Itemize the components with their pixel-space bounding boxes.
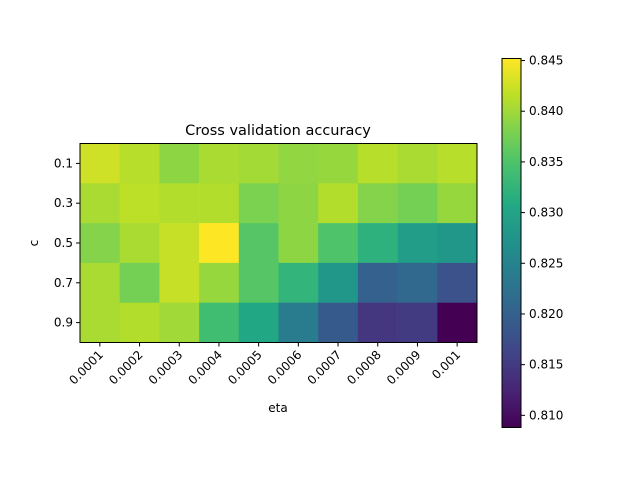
x-tick-label: 0.0002	[106, 348, 146, 388]
heatmap-cell	[119, 143, 160, 184]
heatmap-cell	[119, 262, 160, 303]
heatmap-cell	[437, 143, 478, 184]
heatmap-cell	[80, 223, 120, 264]
heatmap-cell	[278, 143, 319, 184]
x-tick-label: 0.0004	[185, 348, 225, 388]
heatmap-cell	[357, 262, 398, 303]
x-tick-label: 0.0001	[66, 348, 106, 388]
heatmap-cell	[159, 302, 200, 343]
colorbar: 0.810 0.815 0.820 0.825 0.830 0.835 0.840 0.845	[501, 54, 563, 428]
heatmap-cell	[357, 143, 398, 184]
y-tick-label: 0.3	[54, 196, 73, 210]
x-axis-ticks: 0.0001 0.0002 0.0003 0.0004 0.0005 0.0006 0.00…	[66, 342, 463, 388]
y-tick-label: 0.9	[54, 316, 73, 330]
heatmap-cell	[437, 302, 478, 343]
heatmap-cell	[318, 183, 359, 224]
heatmap-cell	[159, 262, 200, 303]
heatmap-cell	[199, 183, 240, 224]
heatmap-cell	[199, 262, 240, 303]
x-tick-label: 0.0005	[225, 348, 265, 388]
heatmap-cell	[397, 302, 438, 343]
x-tick-label: 0.0008	[344, 348, 384, 388]
colorbar-tick-label: 0.810	[529, 408, 563, 422]
heatmap-cell	[159, 143, 200, 184]
colorbar-tick-label: 0.835	[529, 155, 563, 169]
colorbar-tick-label: 0.830	[529, 206, 563, 220]
heatmap-cell	[278, 302, 319, 343]
heatmap-cell	[397, 183, 438, 224]
heatmap-cell	[159, 183, 200, 224]
colorbar-tick-label: 0.840	[529, 104, 563, 118]
heatmap-cell	[80, 143, 120, 184]
y-tick-label: 0.1	[54, 156, 73, 170]
heatmap-cell	[318, 143, 359, 184]
heatmap-cell	[238, 262, 279, 303]
colorbar-gradient	[502, 58, 521, 428]
heatmap-cell	[199, 223, 240, 264]
heatmap-cell	[199, 143, 240, 184]
heatmap-cell	[357, 223, 398, 264]
heatmap-cell	[397, 262, 438, 303]
chart-title: Cross validation accuracy	[185, 123, 371, 139]
heatmap-cell	[278, 183, 319, 224]
heatmap-cell	[318, 262, 359, 303]
colorbar-frame	[501, 58, 522, 428]
x-tick-label: 0.0003	[146, 348, 186, 388]
x-axis-label: eta	[268, 401, 287, 415]
heatmap-cell	[318, 223, 359, 264]
heatmap-cell	[199, 302, 240, 343]
heatmap-cell	[238, 302, 279, 343]
heatmap-cell	[437, 223, 478, 264]
heatmap-cell	[159, 223, 200, 264]
heatmap-cell	[80, 183, 120, 224]
heatmap-cell	[238, 143, 279, 184]
heatmap-cells	[80, 143, 478, 343]
colorbar-ticks: 0.810 0.815 0.820 0.825 0.830 0.835 0.840 0.845	[521, 54, 563, 422]
colorbar-tick-label: 0.825	[529, 256, 563, 270]
heatmap-cell	[119, 183, 160, 224]
heatmap-cell	[238, 223, 279, 264]
x-tick-label: 0.001	[429, 348, 463, 382]
y-axis-ticks: 0.1 0.3 0.5 0.7 0.9	[54, 156, 80, 330]
x-tick-label: 0.0007	[305, 348, 345, 388]
colorbar-tick-label: 0.815	[529, 358, 563, 372]
colorbar-tick-label: 0.820	[529, 307, 563, 321]
heatmap-cell	[397, 143, 438, 184]
heatmap-cell	[318, 302, 359, 343]
colorbar-tick-label: 0.845	[529, 54, 563, 68]
heatmap-cell	[437, 183, 478, 224]
heatmap-cell	[278, 223, 319, 264]
heatmap-cell	[80, 302, 120, 343]
y-tick-label: 0.7	[54, 276, 73, 290]
heatmap-cell	[357, 183, 398, 224]
heatmap-cell	[357, 302, 398, 343]
heatmap-cell	[437, 262, 478, 303]
y-tick-label: 0.5	[54, 236, 73, 250]
heatmap-cell	[119, 223, 160, 264]
heatmap-cell	[119, 302, 160, 343]
x-tick-label: 0.0006	[265, 348, 305, 388]
heatmap-cell	[278, 262, 319, 303]
y-axis-label: c	[27, 240, 41, 247]
x-tick-label: 0.0009	[384, 348, 424, 388]
heatmap-cell	[238, 183, 279, 224]
heatmap-cell	[397, 223, 438, 264]
heatmap-cell	[80, 262, 120, 303]
